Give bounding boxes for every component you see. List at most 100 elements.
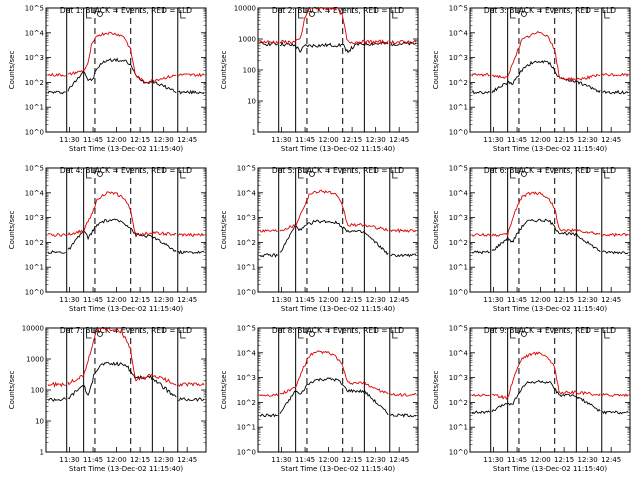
y-tick-label: 10^4 bbox=[237, 189, 257, 197]
x-tick-label: 12:45 bbox=[177, 456, 197, 464]
y-tick-label: 10^1 bbox=[237, 264, 256, 272]
y-axis-title: Counts/sec bbox=[220, 211, 228, 250]
flag-marker-decimation bbox=[604, 170, 610, 179]
series-line-events bbox=[471, 218, 629, 255]
y-tick-label: 1000 bbox=[26, 356, 44, 364]
y-tick-label: 1000 bbox=[238, 36, 256, 44]
flag-marker-decimation bbox=[604, 330, 610, 339]
y-tick-label: 10^5 bbox=[449, 325, 468, 333]
panel-title: Det 4: BLACK = Events, RED = LLD bbox=[60, 166, 192, 175]
y-tick-label: 10^3 bbox=[237, 214, 256, 222]
plot-frame bbox=[257, 167, 419, 293]
flag-marker-decimation bbox=[392, 170, 398, 179]
y-tick-label: 10^4 bbox=[25, 189, 45, 197]
detector-panel-2: Det 2: BLACK = Events, RED = LLD 1 10 100 10… bbox=[220, 5, 419, 153]
x-tick-label: 12:30 bbox=[578, 456, 598, 464]
flag-marker-night bbox=[309, 331, 315, 337]
x-tick-label: 12:00 bbox=[318, 296, 338, 304]
flag-marker-saa bbox=[86, 330, 92, 339]
y-tick-label: 10^3 bbox=[449, 374, 468, 382]
x-tick-label: 11:45 bbox=[83, 296, 103, 304]
y-tick-label: 10^4 bbox=[237, 349, 257, 357]
x-tick-label: 11:30 bbox=[271, 296, 291, 304]
detector-panel-5: Det 5: BLACK = Events, RED = LLD 10^0 10^1… bbox=[220, 165, 419, 313]
panel-title: Det 8: BLACK = Events, RED = LLD bbox=[272, 326, 404, 335]
x-tick-label: 12:00 bbox=[106, 456, 126, 464]
x-tick-label: 11:30 bbox=[271, 136, 291, 144]
x-tick-label: 11:45 bbox=[507, 296, 527, 304]
x-tick-label: 12:00 bbox=[106, 296, 126, 304]
x-tick-label: 12:00 bbox=[530, 296, 550, 304]
flag-marker-saa bbox=[86, 10, 92, 19]
flag-marker-saa bbox=[510, 10, 516, 19]
y-axis-title: Counts/sec bbox=[432, 371, 440, 410]
series-line-events bbox=[259, 377, 417, 418]
y-tick-label: 10000 bbox=[234, 5, 256, 13]
x-tick-label: 11:30 bbox=[59, 296, 79, 304]
plot-frame bbox=[469, 327, 631, 453]
plot-frame bbox=[257, 327, 419, 453]
x-tick-label: 12:15 bbox=[130, 136, 150, 144]
x-tick-label: 11:30 bbox=[59, 456, 79, 464]
y-axis-title: Counts/sec bbox=[8, 51, 16, 90]
x-tick-label: 12:45 bbox=[177, 296, 197, 304]
x-tick-label: 12:30 bbox=[154, 296, 174, 304]
flag-marker-saa bbox=[298, 330, 304, 339]
x-tick-label: 12:45 bbox=[389, 136, 409, 144]
y-axis-title: Counts/sec bbox=[220, 51, 228, 90]
x-tick-label: 12:30 bbox=[366, 296, 386, 304]
y-axis-title: Counts/sec bbox=[432, 211, 440, 250]
series-line-events bbox=[259, 40, 417, 54]
x-tick-label: 12:00 bbox=[530, 136, 550, 144]
x-tick-label: 11:45 bbox=[83, 136, 103, 144]
y-tick-label: 1 bbox=[252, 129, 256, 137]
y-tick-label: 10 bbox=[247, 98, 256, 106]
series-line-lld bbox=[259, 189, 417, 234]
y-tick-label: 10^2 bbox=[449, 239, 468, 247]
x-tick-label: 12:45 bbox=[389, 456, 409, 464]
y-tick-label: 10^5 bbox=[449, 165, 468, 173]
x-tick-label: 11:45 bbox=[507, 136, 527, 144]
panel-title: Det 3: BLACK = Events, RED = LLD bbox=[484, 6, 616, 15]
series-line-lld bbox=[47, 191, 205, 238]
x-tick-label: 12:45 bbox=[389, 296, 409, 304]
y-tick-label: 10^1 bbox=[237, 424, 256, 432]
x-tick-label: 12:30 bbox=[578, 136, 598, 144]
y-tick-label: 10^0 bbox=[25, 129, 44, 137]
flag-marker-saa bbox=[86, 170, 92, 179]
series-line-lld bbox=[259, 8, 417, 46]
x-tick-label: 12:30 bbox=[366, 136, 386, 144]
x-axis-title: Start Time (13-Dec-02 11:15:40) bbox=[281, 305, 395, 313]
x-tick-label: 12:15 bbox=[342, 136, 362, 144]
flag-marker-decimation bbox=[604, 10, 610, 19]
detector-panel-3: Det 3: BLACK = Events, RED = LLD 10^0 10^1… bbox=[432, 5, 631, 153]
x-tick-label: 11:45 bbox=[295, 296, 315, 304]
x-axis-title: Start Time (13-Dec-02 11:15:40) bbox=[69, 305, 183, 313]
panel-title: Det 2: BLACK = Events, RED = LLD bbox=[272, 6, 404, 15]
series-line-lld bbox=[47, 31, 205, 84]
flag-marker-decimation bbox=[180, 330, 186, 339]
y-tick-label: 10^1 bbox=[25, 104, 44, 112]
series-line-events bbox=[259, 219, 417, 258]
plot-frame bbox=[45, 7, 207, 133]
y-tick-label: 10^3 bbox=[25, 54, 44, 62]
x-tick-label: 11:30 bbox=[483, 136, 503, 144]
series-line-lld bbox=[259, 350, 417, 397]
x-axis-title: Start Time (13-Dec-02 11:15:40) bbox=[69, 465, 183, 473]
plot-frame bbox=[469, 7, 631, 133]
x-tick-label: 11:45 bbox=[295, 456, 315, 464]
y-tick-label: 10^5 bbox=[237, 165, 256, 173]
y-tick-label: 10^0 bbox=[237, 449, 256, 457]
x-axis-title: Start Time (13-Dec-02 11:15:40) bbox=[281, 465, 395, 473]
x-axis-title: Start Time (13-Dec-02 11:15:40) bbox=[493, 465, 607, 473]
y-tick-label: 10^3 bbox=[237, 374, 256, 382]
x-tick-label: 12:15 bbox=[554, 296, 574, 304]
detector-panel-1: Det 1: BLACK = Events, RED = LLD 10^0 10^1… bbox=[8, 5, 207, 153]
panel-title: Det 5: BLACK = Events, RED = LLD bbox=[272, 166, 404, 175]
series-line-events bbox=[471, 379, 629, 415]
x-tick-label: 12:15 bbox=[342, 456, 362, 464]
y-axis-title: Counts/sec bbox=[432, 51, 440, 90]
panel-title: Det 6: BLACK = Events, RED = LLD bbox=[484, 166, 616, 175]
